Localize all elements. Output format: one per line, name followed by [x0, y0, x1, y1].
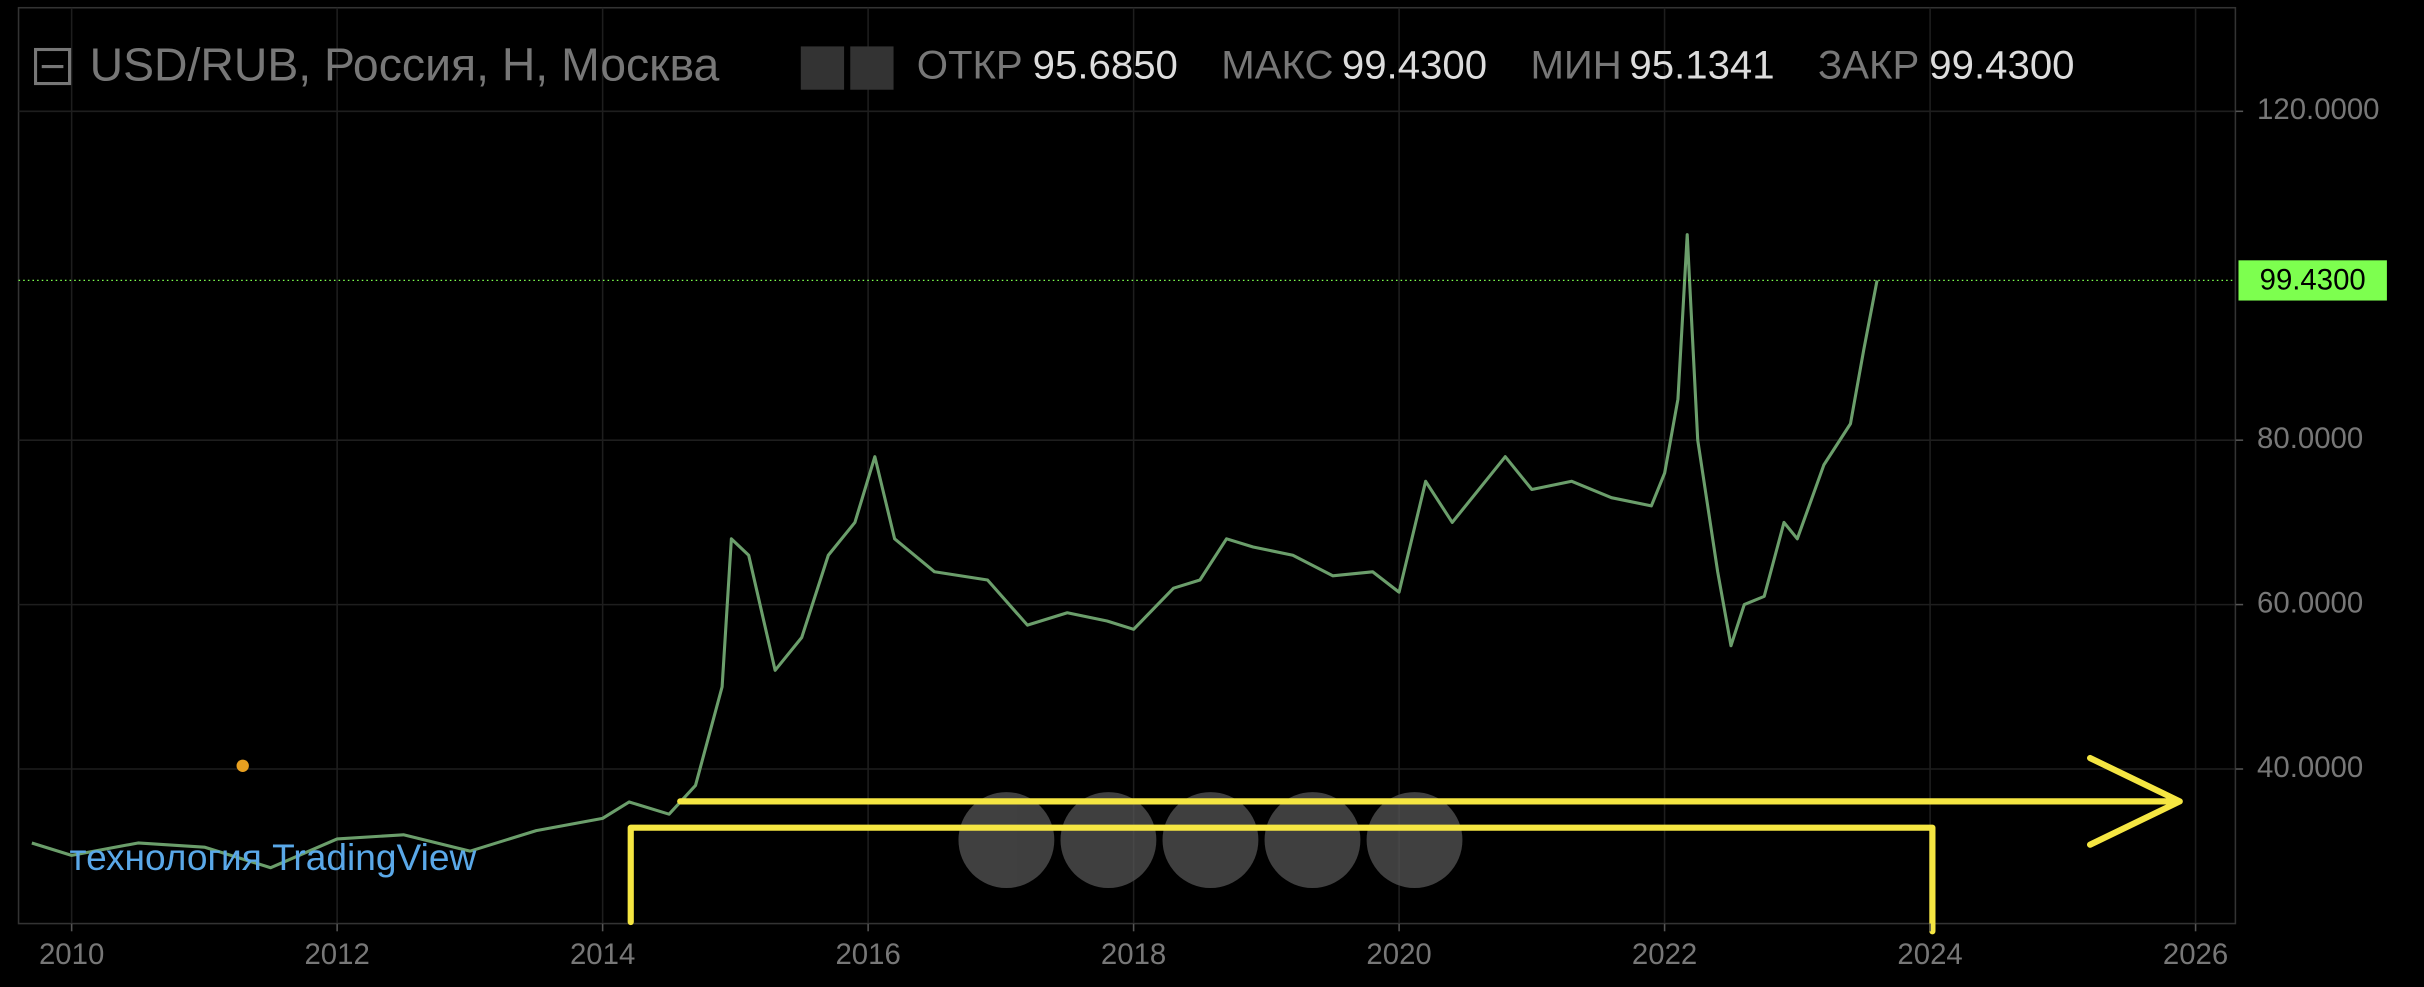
x-tick-label: 2018: [1101, 938, 1166, 971]
settings-icon[interactable]: [850, 46, 894, 90]
scroll-left-button[interactable]: [958, 792, 1055, 888]
zoom-in-button[interactable]: [1264, 792, 1361, 888]
header-stats: ОТКР 95.6850 МАКС 99.4300 МИН 95.1341 ЗАКР 99.4…: [917, 43, 2075, 88]
price-line-series: [31, 233, 1879, 870]
x-tick-label: 2012: [304, 938, 369, 971]
plot-frame: [17, 6, 2237, 925]
x-tick-label: 2026: [2163, 938, 2228, 971]
annotation-bracket: [627, 824, 1936, 935]
x-tick-label: 2020: [1366, 938, 1431, 971]
collapse-icon[interactable]: [34, 47, 72, 86]
x-tick-label: 2024: [1897, 938, 1962, 971]
stat-label: ОТКР: [917, 43, 1023, 88]
stat-label: МАКС: [1221, 43, 1333, 88]
reset-button[interactable]: [1162, 792, 1259, 888]
last-price-label: 99.4300: [2260, 264, 2366, 297]
y-tick-label: 80.0000: [2257, 422, 2363, 455]
stat-label: ЗАКР: [1818, 43, 1919, 88]
x-tick-label: 2022: [1632, 938, 1697, 971]
y-tick-label: 120.0000: [2257, 93, 2379, 126]
visibility-icon[interactable]: [800, 46, 845, 90]
zoom-out-button[interactable]: [1060, 792, 1157, 888]
y-tick-label: 40.0000: [2257, 751, 2363, 784]
x-tick-label: 2016: [835, 938, 900, 971]
chart-title: USD/RUB, Россия, H, Москва: [90, 38, 720, 90]
x-tick-label: 2010: [39, 938, 104, 971]
last-price-box: [2238, 260, 2387, 301]
x-tick-label: 2014: [570, 938, 635, 971]
annotation: [627, 754, 2183, 935]
stat-value: 99.4300: [1342, 43, 1487, 88]
stat-value: 99.4300: [1929, 43, 2074, 88]
marks: [31, 233, 1879, 870]
scroll-right-button[interactable]: [1366, 792, 1463, 888]
stat-value: 95.6850: [1033, 43, 1178, 88]
marker-dot: [236, 759, 249, 772]
stat-label: МИН: [1530, 43, 1621, 88]
grid: [18, 7, 2236, 924]
watermark: технология TradingView: [70, 836, 477, 878]
stat-value: 95.1341: [1629, 43, 1774, 88]
zoom-controls: [958, 792, 1463, 888]
annotation-arrow: [677, 754, 2183, 848]
y-tick-label: 60.0000: [2257, 586, 2363, 619]
